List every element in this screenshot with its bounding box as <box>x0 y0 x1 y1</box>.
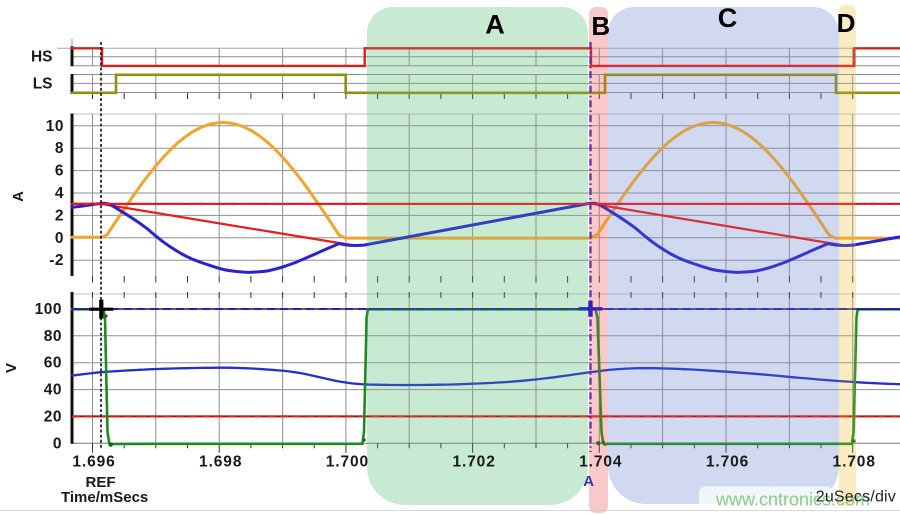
svg-text:40: 40 <box>44 382 62 399</box>
svg-text:60: 60 <box>44 355 62 372</box>
svg-text:1.696: 1.696 <box>72 454 115 471</box>
svg-text:-2: -2 <box>49 252 64 269</box>
svg-text:20: 20 <box>44 408 62 425</box>
svg-text:V: V <box>3 363 20 373</box>
svg-text:Time/mSecs: Time/mSecs <box>61 489 148 506</box>
svg-text:1.706: 1.706 <box>706 454 749 471</box>
svg-text:4: 4 <box>55 185 64 202</box>
svg-text:10: 10 <box>46 118 64 135</box>
svg-text:C: C <box>718 3 738 33</box>
svg-text:2: 2 <box>55 207 64 224</box>
svg-text:LS: LS <box>33 76 53 93</box>
svg-text:100: 100 <box>35 301 62 318</box>
svg-text:www.cntronics.com: www.cntronics.com <box>715 490 870 510</box>
svg-text:1.708: 1.708 <box>833 454 876 471</box>
svg-text:B: B <box>591 11 610 41</box>
svg-text:6: 6 <box>55 163 64 180</box>
svg-text:0: 0 <box>55 230 64 247</box>
svg-text:REF: REF <box>86 474 116 491</box>
svg-text:8: 8 <box>55 140 64 157</box>
svg-text:A: A <box>10 191 27 202</box>
svg-text:1.698: 1.698 <box>199 454 242 471</box>
svg-text:0: 0 <box>53 435 62 452</box>
svg-text:A: A <box>583 473 594 490</box>
svg-text:1.702: 1.702 <box>452 454 495 471</box>
svg-text:80: 80 <box>44 328 62 345</box>
svg-text:2uSecs/div: 2uSecs/div <box>816 489 896 506</box>
svg-text:HS: HS <box>31 49 53 66</box>
svg-text:D: D <box>837 8 856 38</box>
svg-text:1.700: 1.700 <box>326 454 369 471</box>
svg-text:A: A <box>485 10 505 40</box>
svg-text:1.704: 1.704 <box>579 454 622 471</box>
